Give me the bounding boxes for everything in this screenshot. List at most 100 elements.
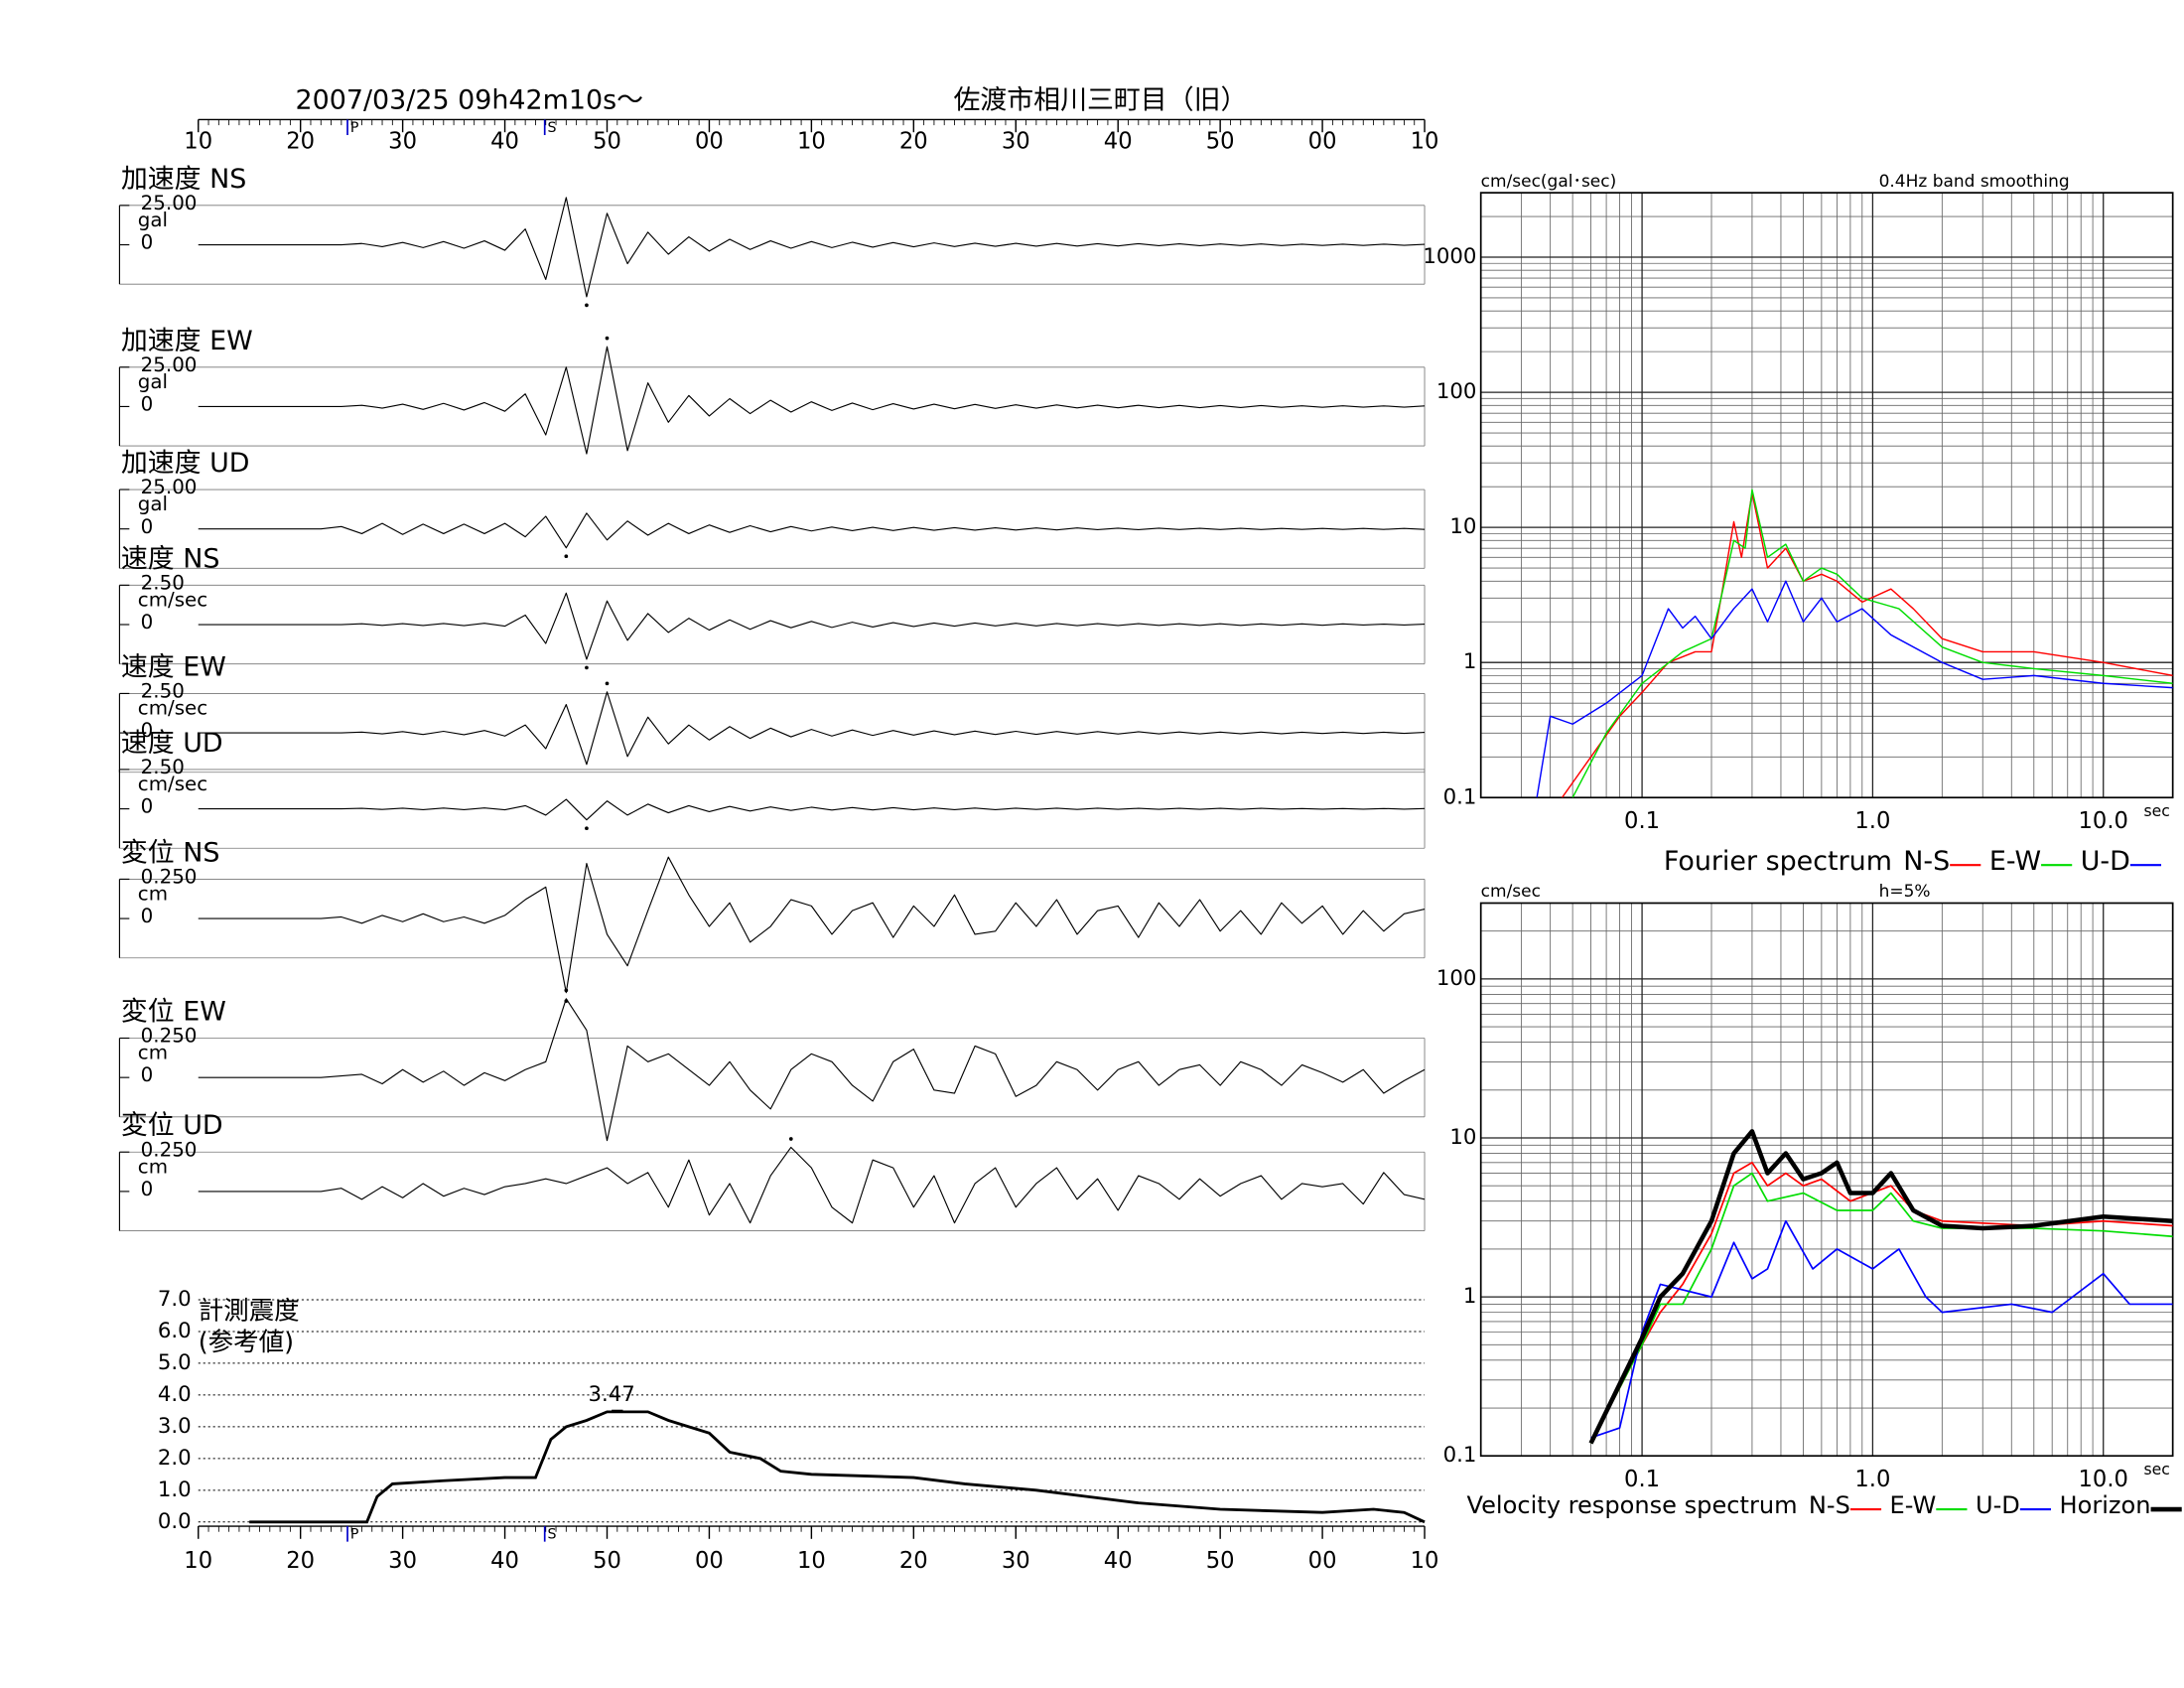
x-axis-label: sec: [2144, 1461, 2170, 1478]
panel-unit: gal: [138, 209, 168, 231]
legend-label: U-D: [2081, 846, 2130, 877]
waveform-trace: [198, 592, 1426, 660]
legend-title: Fourier spectrum: [1664, 846, 1892, 877]
spectrum-line: [1536, 580, 2173, 798]
legend-label: E-W: [1989, 846, 2041, 877]
y-tick-label: 1: [1463, 1284, 1477, 1309]
y-tick-label: 10: [1449, 514, 1476, 539]
x-tick-label: 40: [1104, 129, 1133, 155]
legend-label: Horizon: [2059, 1491, 2150, 1519]
x-tick-label: 10: [797, 1548, 826, 1574]
y-tick-label: 0.0: [158, 1509, 192, 1534]
plot-area: [1480, 193, 2173, 798]
peak-dot: [564, 988, 569, 993]
spectrum-line: [1561, 492, 2173, 798]
y-tick-label: 25.00: [141, 192, 198, 214]
peak-dot: [585, 665, 589, 670]
spectrum-chart: 0.1 1.0 10.0 0.1 1 10 100 cm/sec h=5% sec Velocity…: [1436, 882, 2182, 1519]
x-tick-label: 10: [184, 1548, 212, 1574]
waveform-trace: [198, 197, 1426, 298]
y-tick-label: 2.0: [158, 1446, 192, 1471]
plot-area: [1480, 903, 2173, 1457]
x-tick-label: 0.1: [1624, 1467, 1660, 1492]
panel-unit: cm: [138, 882, 168, 905]
peak-dot: [564, 554, 569, 559]
y-tick-label: 0: [141, 231, 154, 254]
x-tick-label: 20: [286, 1548, 315, 1574]
phase-label: P: [350, 120, 359, 136]
legend-label: E-W: [1890, 1491, 1937, 1519]
y-tick-label: 1: [1463, 649, 1477, 674]
station-name: 佐渡市相川三町目（旧）: [953, 85, 1247, 116]
waveform-trace: [198, 691, 1426, 766]
x-tick-label: 10: [184, 129, 212, 155]
peak-dot: [788, 1137, 793, 1141]
plot-frame: [1479, 192, 2174, 799]
peak-dot: [585, 826, 589, 831]
y-tick-label: 0: [141, 393, 154, 416]
peak-dot: [585, 303, 589, 308]
x-tick-label: 40: [1104, 1548, 1133, 1574]
x-tick-label: 50: [1206, 1548, 1235, 1574]
y-tick-label: 0: [141, 1178, 154, 1200]
y-tick-label: 0.250: [141, 1138, 198, 1161]
y-tick-label: 0.250: [141, 1025, 198, 1048]
x-tick-label: 20: [899, 1548, 928, 1574]
y-tick-label: 10: [1449, 1125, 1476, 1150]
plot-frame: [1479, 902, 2174, 1458]
spectrum-chart: 0.1 1.0 10.0 0.1 1 10 100 1000 cm/sec(gal･sec) 0.…: [1423, 172, 2174, 877]
x-tick-label: 1.0: [1854, 808, 1890, 834]
intensity-label: (参考値): [199, 1328, 294, 1357]
peak-dot: [605, 681, 610, 686]
spectrum-line: [1571, 489, 2173, 798]
x-tick-label: 50: [1206, 129, 1235, 155]
x-tick-label: 10: [1411, 129, 1439, 155]
legend-label: N-S: [1809, 1491, 1850, 1519]
y-tick-label: 0: [141, 795, 154, 818]
y-tick-label: 2.50: [141, 756, 185, 778]
x-tick-label: 0.1: [1624, 808, 1660, 834]
x-tick-label: 30: [388, 129, 417, 155]
y-axis-label: cm/sec: [1481, 882, 1541, 902]
y-tick-label: 7.0: [158, 1287, 192, 1312]
intensity-line: [249, 1410, 1426, 1524]
spectrum-line: [1588, 1129, 2173, 1445]
x-tick-label: 00: [695, 1548, 724, 1574]
panel-unit: cm/sec: [138, 588, 207, 611]
x-tick-label: 10: [1411, 1548, 1439, 1574]
x-tick-label: 00: [1308, 129, 1337, 155]
x-tick-label: 10.0: [2079, 1467, 2128, 1492]
y-axis-label: cm/sec(gal･sec): [1481, 172, 1617, 192]
panel-label: 速度 UD: [121, 728, 223, 759]
y-tick-label: 0: [141, 611, 154, 633]
x-tick-label: 20: [899, 129, 928, 155]
y-tick-label: 3.0: [158, 1414, 192, 1439]
y-tick-label: 0: [141, 719, 154, 742]
panel-unit: cm/sec: [138, 697, 207, 720]
y-tick-label: 100: [1436, 966, 1477, 991]
panel-unit: cm/sec: [138, 773, 207, 795]
y-tick-label: 6.0: [158, 1319, 192, 1343]
y-tick-label: 2.50: [141, 680, 185, 703]
legend-label: N-S: [1903, 846, 1950, 877]
y-tick-label: 0.1: [1443, 784, 1477, 809]
panel-label: 変位 EW: [121, 996, 226, 1027]
x-tick-label: 40: [490, 129, 519, 155]
waveform-trace: [198, 346, 1426, 455]
panel-unit: gal: [138, 370, 168, 393]
x-tick-label: 10.0: [2079, 808, 2128, 834]
y-tick-label: 0: [141, 1063, 154, 1086]
y-tick-label: 25.00: [141, 353, 198, 376]
phase-label: S: [548, 120, 557, 136]
x-axis-label: sec: [2144, 802, 2170, 820]
x-tick-label: 40: [490, 1548, 519, 1574]
legend-label: U-D: [1976, 1491, 2020, 1519]
x-tick-label: 50: [593, 1548, 621, 1574]
x-tick-label: 50: [593, 129, 621, 155]
waveform-trace: [198, 856, 1426, 994]
panel-label: 加速度 UD: [121, 448, 250, 479]
peak-label: 3.47: [588, 1382, 634, 1407]
x-tick-label: 10: [797, 129, 826, 155]
